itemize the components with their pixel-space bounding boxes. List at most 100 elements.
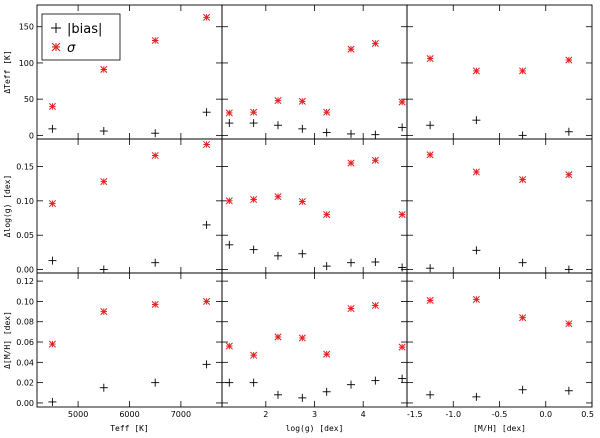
panel-r2-c2: -1.5 -1.0 -0.5 0.0 0.5 [M/H] [dex] <box>406 272 594 433</box>
bias-point <box>564 386 573 395</box>
bias-point <box>249 245 258 254</box>
x-axis-title: log(g) [dex] <box>286 424 344 433</box>
sigma-point <box>151 36 159 45</box>
panel-r1-c0: 0.00 0.05 0.10 0.15 Δlog(g) [dex] <box>3 138 223 275</box>
sigma-point <box>426 296 434 304</box>
bias-point <box>347 380 356 389</box>
sigma-point <box>347 159 355 167</box>
legend-sigma-marker <box>51 42 61 52</box>
bias-point <box>518 131 527 140</box>
bias-point <box>99 127 108 136</box>
sigma-point <box>519 175 527 184</box>
x-tick-label: 2 <box>263 410 268 419</box>
x-tick-label: -0.5 <box>492 410 508 419</box>
sigma-point <box>298 97 306 105</box>
bias-point <box>225 119 234 128</box>
sigma-point <box>519 314 527 322</box>
bias-point <box>398 263 407 272</box>
sigma-point <box>565 171 573 179</box>
x-tick-label: 5000 <box>68 410 88 419</box>
sigma-point <box>472 67 480 75</box>
sigma-point <box>371 301 379 310</box>
sigma-point <box>100 308 108 316</box>
y-axis-title: Δlog(g) [dex] <box>3 175 12 238</box>
sigma-point <box>519 67 527 75</box>
panel-r2-c1: 2 3 4 log(g) [dex] <box>221 272 408 433</box>
panel-r1-c2 <box>406 138 593 274</box>
sigma-point <box>225 342 233 350</box>
sigma-point <box>100 65 108 74</box>
bias-point <box>371 258 380 267</box>
bias-point <box>564 265 573 274</box>
panel-r0-c2 <box>406 4 593 140</box>
sigma-point <box>323 108 331 116</box>
sigma-point <box>225 109 233 117</box>
y-tick-label: 50 <box>24 95 34 104</box>
sigma-point <box>250 108 258 116</box>
bias-point <box>249 378 258 387</box>
legend: |bias| σ <box>41 13 121 61</box>
y-tick-label: 0.06 <box>16 338 34 347</box>
bias-point <box>518 258 527 267</box>
bias-point <box>347 258 356 267</box>
sigma-point <box>347 45 355 53</box>
bias-point <box>426 264 435 273</box>
panel-frame <box>36 138 223 274</box>
bias-point <box>48 397 57 406</box>
bias-point <box>347 129 356 138</box>
sigma-point <box>225 197 233 205</box>
bias-point <box>322 262 331 271</box>
bias-point <box>225 378 234 387</box>
sigma-point <box>565 320 573 328</box>
y-tick-label: 0.00 <box>16 266 34 275</box>
bias-point <box>48 124 57 133</box>
sigma-point <box>151 300 159 309</box>
x-axis-title: [M/H] [dex] <box>473 424 526 433</box>
y-tick-label: 0.10 <box>16 297 34 306</box>
y-tick-label: 0.10 <box>16 197 34 206</box>
sigma-point <box>472 295 480 303</box>
sigma-point <box>274 97 282 105</box>
bias-point <box>202 108 211 117</box>
y-tick-label: 0.04 <box>16 358 34 367</box>
panel-frame <box>221 4 408 140</box>
legend-bias-marker <box>51 23 61 33</box>
bias-point <box>426 121 435 130</box>
bias-point <box>48 256 57 265</box>
sigma-point <box>203 140 211 149</box>
bias-point <box>564 127 573 136</box>
panel-frame <box>221 138 408 274</box>
sigma-point <box>426 55 434 63</box>
bias-point <box>298 124 307 133</box>
y-tick-label: 0.05 <box>16 231 34 240</box>
sigma-point <box>398 211 406 219</box>
x-tick-label: 0.0 <box>539 410 552 419</box>
sigma-point <box>398 98 406 106</box>
y-tick-label: 0.08 <box>16 318 34 327</box>
bias-point <box>273 390 282 399</box>
sigma-point <box>274 333 282 341</box>
sigma-point <box>250 351 258 359</box>
y-tick-label: 0.02 <box>16 379 34 388</box>
sigma-point <box>100 178 108 186</box>
x-tick-label: 4 <box>361 410 366 419</box>
x-tick-label: 3 <box>312 410 317 419</box>
bias-point <box>151 129 160 138</box>
bias-point <box>273 251 282 260</box>
x-axis-title: Teff [K] <box>110 424 149 433</box>
x-tick-label: 7000 <box>171 410 191 419</box>
sigma-point <box>398 343 406 351</box>
sigma-point <box>472 168 480 176</box>
bias-point <box>225 240 234 249</box>
x-tick-label: -1.5 <box>407 410 423 419</box>
sigma-point <box>323 211 331 219</box>
bias-point <box>99 383 108 392</box>
bias-point <box>298 249 307 258</box>
sigma-point <box>371 39 379 47</box>
legend-frame <box>41 13 121 61</box>
bias-point <box>151 258 160 267</box>
y-axis-title: Δ[M/H] [dex] <box>3 311 12 369</box>
sigma-point <box>347 304 355 313</box>
sigma-point <box>48 102 56 110</box>
